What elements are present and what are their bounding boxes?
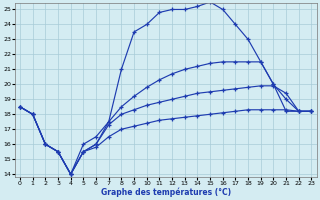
X-axis label: Graphe des températures (°C): Graphe des températures (°C)	[101, 187, 231, 197]
